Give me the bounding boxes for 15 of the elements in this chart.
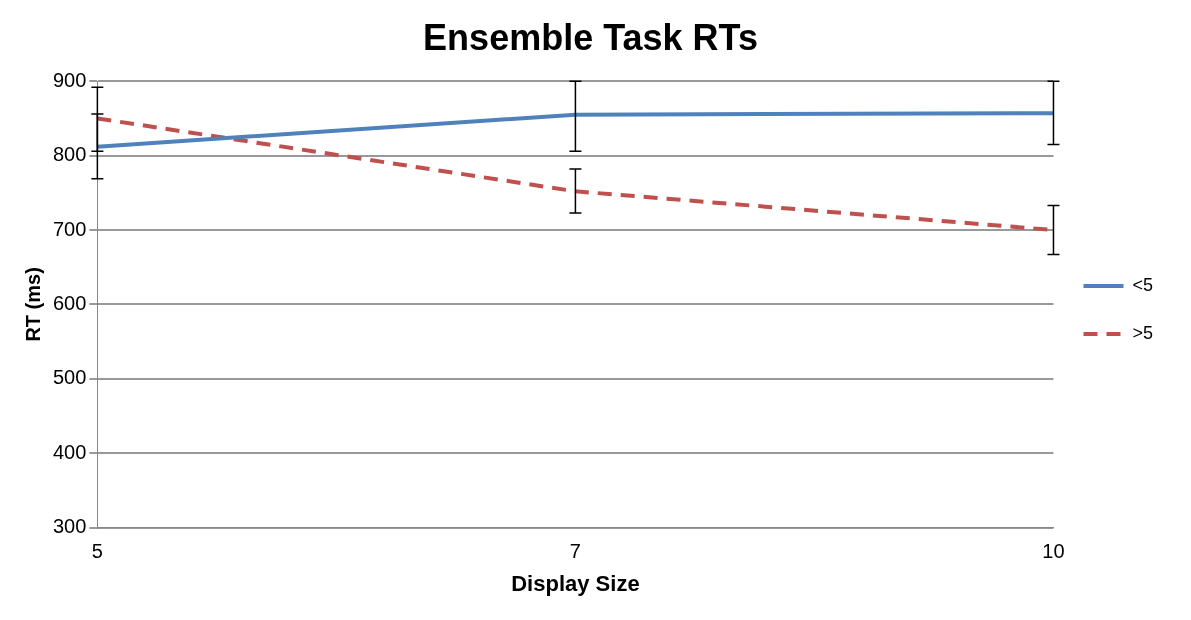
x-tick-label: 10 (1042, 540, 1065, 563)
x-axis-title: Display Size (511, 570, 640, 596)
y-tick-label: 600 (52, 291, 87, 314)
legend-label: >5 (1132, 322, 1154, 343)
y-tick-label: 900 (52, 68, 87, 91)
y-axis-title: RT (ms) (21, 267, 44, 342)
y-tick-label: 800 (52, 143, 87, 166)
legend-label: <5 (1132, 274, 1154, 295)
y-tick-label: 700 (52, 217, 87, 240)
y-tick-label: 300 (52, 515, 87, 538)
x-tick-label: 5 (91, 540, 103, 563)
y-tick-label: 500 (52, 366, 87, 389)
chart-title: Ensemble Task RTs (423, 16, 758, 58)
x-tick-label: 7 (569, 540, 581, 563)
y-tick-label: 400 (52, 440, 87, 463)
